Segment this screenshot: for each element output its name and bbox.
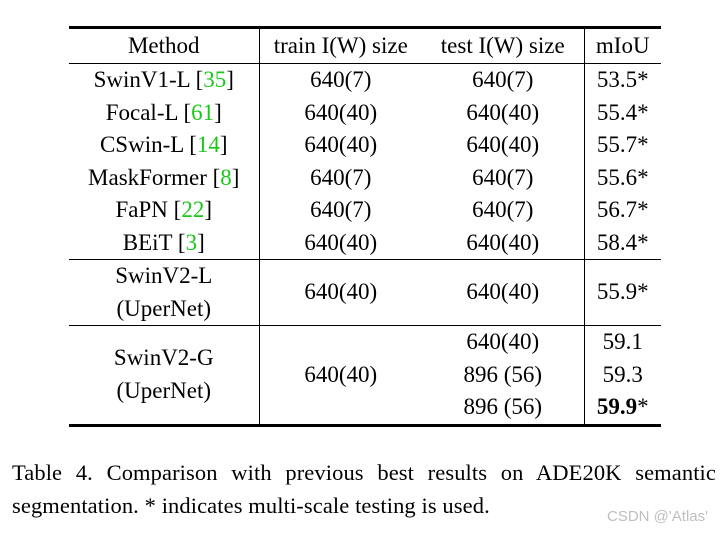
method-variant: (UperNet) [116, 377, 211, 403]
test-size-value: 896 (56) [463, 394, 543, 419]
test-size-value: 640(40) [466, 329, 540, 354]
miou-cell: 53.5* [596, 67, 649, 92]
method-cell: CSwin-L [14] [69, 129, 260, 162]
train-size-cell: 640(7) [310, 164, 372, 190]
test-size-cell: 640(40) [422, 129, 585, 162]
citation-link[interactable]: 8 [220, 164, 232, 190]
test-size-cell: 640(40) [422, 259, 585, 326]
table-row-swinv2-l: SwinV2-L (UperNet) 640(40) 640(40) 55.9* [69, 259, 661, 326]
miou-best: 59.9* [585, 391, 662, 424]
table-row: CSwin-L [14] 640(40) 640(40) 55.7* [69, 129, 661, 162]
method-name: SwinV2-G [113, 345, 214, 371]
test-size-cell: 640(40) 896 (56) 896 (56) [422, 325, 585, 427]
method-name: MaskFormer [88, 164, 207, 190]
table-row-swinv2-g: SwinV2-G (UperNet) 640(40) 640(40) 896 (… [69, 325, 662, 427]
header-train-size: train I(W) size [259, 26, 422, 64]
watermark: CSDN @'Atlas' [607, 508, 708, 525]
citation-link[interactable]: 61 [191, 99, 215, 125]
method-name: SwinV1-L [93, 67, 190, 92]
method-name: BEiT [122, 229, 173, 255]
train-size-cell: 640(7) [310, 197, 372, 222]
train-size-cell: 640(40) [259, 226, 422, 260]
miou-cell: 56.7* [596, 197, 649, 222]
header-method: Method [69, 26, 260, 64]
header-test-size: test I(W) size [422, 26, 585, 64]
citation-link[interactable]: 35 [203, 67, 227, 92]
test-size-cell: 640(7) [422, 161, 585, 194]
miou-value: 59.1 [602, 329, 643, 354]
miou-value: 59.3 [602, 361, 643, 387]
method-variant: (UperNet) [116, 295, 211, 321]
table-header-row: Method train I(W) size test I(W) size mI… [69, 26, 661, 64]
train-size-cell: 640(40) [304, 132, 378, 157]
miou-cell: 58.4* [584, 226, 661, 260]
method-name: FaPN [115, 197, 168, 222]
citation-link[interactable]: 14 [196, 132, 220, 157]
method-name: CSwin-L [99, 132, 184, 157]
method-cell: SwinV2-G (UperNet) [69, 325, 260, 427]
results-table: Method train I(W) size test I(W) size mI… [69, 26, 661, 427]
table-row: SwinV1-L [35] 640(7) 640(7) 53.5* [69, 63, 661, 97]
table-row: BEiT [3] 640(40) 640(40) 58.4* [69, 226, 661, 260]
miou-best-value: 59.9 [596, 394, 638, 419]
miou-cell: 55.4* [596, 99, 649, 125]
multi-scale-mark: * [637, 394, 649, 419]
table-row: Focal-L [61] 640(40) 640(40) 55.4* [69, 96, 661, 129]
table-row: MaskFormer [8] 640(7) 640(7) 55.6* [69, 161, 661, 194]
test-size-cell: 640(7) [422, 194, 585, 227]
method-name: SwinV2-L [115, 263, 213, 288]
train-size-cell: 640(7) [310, 67, 372, 92]
method-cell: Focal-L [61] [69, 96, 260, 129]
miou-cell: 55.7* [596, 132, 649, 157]
miou-cell: 55.9* [584, 259, 661, 326]
test-size-cell: 640(40) [422, 96, 585, 129]
test-size-value: 896 (56) [463, 361, 543, 387]
table-caption: Table 4. Comparison with previous best r… [12, 460, 716, 518]
method-name: Focal-L [105, 99, 178, 125]
table-row: FaPN [22] 640(7) 640(7) 56.7* [69, 194, 661, 227]
header-miou: mIoU [584, 26, 661, 64]
test-size-cell: 640(7) [422, 63, 585, 97]
method-cell: FaPN [22] [69, 194, 260, 227]
train-size-cell: 640(40) [304, 99, 378, 125]
train-size-cell: 640(40) [259, 325, 422, 427]
citation-link[interactable]: 3 [185, 229, 198, 255]
method-cell: SwinV2-L (UperNet) [69, 259, 260, 326]
method-cell: BEiT [3] [69, 226, 260, 260]
method-cell: MaskFormer [8] [69, 161, 260, 194]
miou-cell: 59.1 59.3 59.9* [584, 325, 662, 427]
test-size-cell: 640(40) [422, 226, 585, 260]
train-size-cell: 640(40) [259, 259, 422, 326]
miou-cell: 55.6* [596, 164, 649, 190]
method-cell: SwinV1-L [35] [69, 63, 260, 97]
results-table-container: Method train I(W) size test I(W) size mI… [69, 26, 661, 427]
citation-link[interactable]: 22 [181, 197, 205, 222]
